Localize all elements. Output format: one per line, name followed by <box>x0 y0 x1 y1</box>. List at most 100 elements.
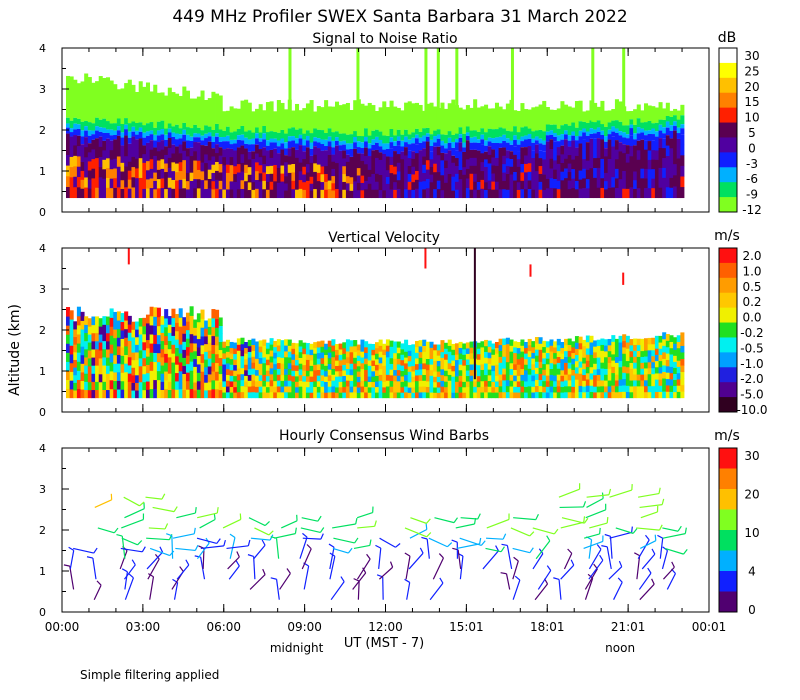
velocity-cell <box>596 391 601 399</box>
snr-cell <box>193 133 198 138</box>
velocity-cell <box>567 356 572 363</box>
velocity-cell <box>418 351 423 358</box>
snr-cell <box>538 138 543 144</box>
snr-cell <box>607 149 612 160</box>
snr-cell <box>98 131 103 137</box>
snr-cell <box>571 122 576 132</box>
wind-barb-shaft <box>123 496 140 507</box>
snr-cell <box>160 140 165 151</box>
velocity-cell <box>611 335 616 342</box>
snr-cell <box>265 158 270 167</box>
snr-cell <box>476 150 481 159</box>
wind-barb-flag <box>419 547 424 554</box>
wind-barb-flag <box>500 546 505 553</box>
snr-cell <box>676 158 681 169</box>
velocity-cell <box>513 380 518 387</box>
velocity-cell <box>582 357 587 364</box>
velocity-cell <box>680 384 685 392</box>
snr-cell <box>622 188 627 199</box>
snr-cell <box>651 169 656 180</box>
velocity-cell <box>669 385 674 392</box>
velocity-cell <box>487 357 492 364</box>
velocity-cell <box>589 366 594 374</box>
snr-cell <box>185 156 190 166</box>
velocity-cell <box>171 388 176 399</box>
wind-barb-shaft <box>254 527 270 536</box>
snr-cell <box>204 138 209 146</box>
snr-cell <box>349 177 354 185</box>
snr-cell <box>527 133 532 139</box>
velocity-cell <box>440 357 445 364</box>
velocity-cell <box>611 366 616 374</box>
snr-cell <box>76 156 81 168</box>
wind-barb-shaft <box>124 508 145 519</box>
snr-cell <box>327 172 332 181</box>
velocity-cell <box>382 354 387 361</box>
snr-cell <box>473 189 478 199</box>
snr-cell <box>465 188 470 199</box>
velocity-cell <box>98 381 103 391</box>
snr-cell <box>160 92 165 121</box>
velocity-cell <box>196 389 201 399</box>
snr-cell <box>407 173 412 183</box>
snr-cell <box>87 179 92 189</box>
velocity-cell <box>411 344 416 351</box>
velocity-cell <box>538 343 543 350</box>
wind-barb-flag <box>213 513 216 520</box>
wind-barb-flag <box>268 530 274 536</box>
velocity-cell <box>240 373 245 381</box>
velocity-cell <box>564 344 569 352</box>
snr-cell <box>309 148 314 156</box>
snr-cell <box>240 154 245 164</box>
snr-cell <box>538 166 543 175</box>
velocity-cell <box>313 392 318 399</box>
snr-cell <box>429 182 434 191</box>
colorbar-swatch <box>719 352 737 368</box>
velocity-cell <box>371 365 376 372</box>
snr-cell <box>582 121 587 129</box>
velocity-cell <box>524 392 529 399</box>
velocity-cell <box>633 356 638 363</box>
velocity-cell <box>473 392 478 399</box>
velocity-cell <box>636 362 641 369</box>
snr-cell <box>335 131 340 138</box>
velocity-cell <box>135 329 140 338</box>
snr-cell <box>189 136 194 141</box>
snr-cell <box>149 168 154 179</box>
velocity-cell <box>149 379 154 390</box>
snr-cell <box>98 127 103 132</box>
velocity-cell <box>465 353 470 360</box>
snr-cell <box>295 129 300 139</box>
velocity-cell <box>298 386 303 393</box>
snr-cell <box>113 149 118 160</box>
snr-cell <box>636 188 641 199</box>
wind-barb-shaft <box>97 527 115 534</box>
snr-cell <box>342 158 347 167</box>
velocity-cell <box>487 380 492 387</box>
wind-barb-flag <box>131 559 136 566</box>
snr-cell <box>396 162 401 172</box>
snr-cell <box>160 168 165 179</box>
snr-cell <box>502 128 507 135</box>
snr-cell <box>316 148 321 157</box>
velocity-cell <box>345 391 350 399</box>
wind-barb-flag <box>236 551 240 558</box>
snr-cell <box>553 169 558 180</box>
snr-cell <box>564 149 569 160</box>
snr-cell <box>204 163 209 173</box>
colorbar-swatch <box>719 571 737 592</box>
wind-barb-flag <box>479 537 482 544</box>
velocity-cell <box>131 336 136 346</box>
wind-barb-shaft <box>434 517 455 524</box>
snr-cell <box>476 166 481 175</box>
velocity-cell <box>542 380 547 387</box>
snr-cell <box>385 177 390 185</box>
snr-cell <box>236 189 241 199</box>
wind-barb-flag <box>599 527 601 534</box>
wind-barb-flag <box>355 518 358 525</box>
snr-cell <box>396 107 401 130</box>
velocity-cell <box>335 381 340 388</box>
snr-cell <box>80 188 85 199</box>
velocity-cell <box>585 372 590 380</box>
velocity-cell <box>124 328 129 338</box>
